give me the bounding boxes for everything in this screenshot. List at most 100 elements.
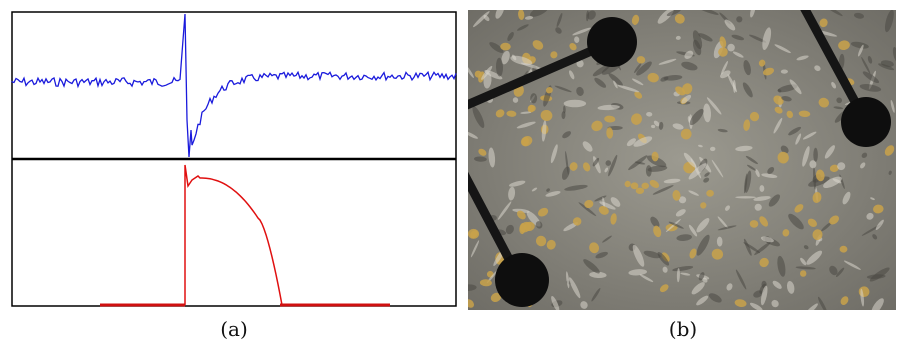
cell: [688, 163, 707, 180]
cell: [837, 162, 846, 171]
cell: [676, 268, 680, 283]
cell: [750, 10, 756, 18]
cell: [470, 240, 480, 258]
cell: [483, 14, 490, 22]
cell: [875, 219, 884, 230]
cell: [583, 259, 600, 274]
cell: [645, 165, 652, 177]
cell: [890, 99, 895, 113]
cell: [703, 103, 712, 123]
cell: [508, 186, 516, 201]
cell: [824, 145, 835, 159]
cell: [788, 213, 804, 230]
cell: [572, 27, 592, 36]
cell: [720, 70, 731, 79]
cell: [780, 145, 789, 154]
cell: [628, 155, 648, 171]
cell: [835, 267, 845, 277]
cell: [478, 148, 487, 156]
cell: [505, 224, 514, 235]
cell: [633, 136, 653, 147]
cell: [796, 55, 809, 61]
cell: [657, 251, 670, 266]
cell: [592, 64, 611, 77]
cell: [734, 299, 747, 307]
cell: [745, 155, 758, 165]
cell: [763, 67, 774, 76]
cell: [710, 146, 716, 152]
cell: [813, 147, 818, 163]
cell: [795, 266, 816, 270]
cell: [497, 201, 512, 220]
cells: [468, 10, 896, 310]
cell: [824, 10, 843, 17]
cell: [880, 60, 894, 67]
cell: [772, 280, 782, 289]
cell: [724, 19, 736, 31]
cell: [517, 24, 529, 31]
cell: [843, 260, 861, 270]
cell: [628, 269, 647, 276]
cell: [636, 61, 652, 76]
cell: [516, 210, 526, 220]
cell: [608, 73, 623, 86]
cell: [767, 167, 775, 174]
cell: [563, 105, 566, 114]
electrode-lead: [468, 37, 614, 110]
cell: [564, 184, 588, 191]
cell: [850, 41, 869, 49]
cell: [833, 106, 844, 110]
cell: [884, 10, 894, 33]
cell: [860, 288, 865, 307]
cell: [798, 110, 811, 118]
cell: [781, 96, 792, 102]
cell: [809, 160, 817, 169]
cell: [530, 93, 538, 104]
cell: [840, 296, 849, 305]
cell: [735, 145, 753, 152]
cell: [597, 104, 620, 111]
cell: [773, 117, 783, 134]
cell: [604, 167, 609, 173]
cell: [777, 151, 789, 164]
cell: [761, 173, 778, 178]
cell: [743, 60, 751, 76]
cell: [743, 238, 752, 256]
cell: [696, 295, 709, 306]
cell: [602, 235, 612, 243]
cell: [563, 99, 587, 108]
cell: [474, 70, 482, 78]
cell: [488, 147, 496, 168]
cell: [574, 36, 580, 43]
cell: [800, 270, 807, 277]
cell: [643, 250, 661, 259]
cell: [711, 248, 724, 260]
cell: [681, 61, 698, 71]
cell: [531, 187, 538, 192]
cell: [802, 146, 810, 167]
cell: [872, 234, 878, 240]
cell: [789, 79, 802, 95]
cell: [676, 234, 692, 241]
cell: [635, 187, 645, 195]
cell: [697, 10, 719, 15]
panel-label: (b): [669, 317, 697, 341]
cell: [888, 170, 892, 175]
cell: [631, 14, 640, 26]
cell: [472, 106, 485, 128]
cell: [873, 204, 884, 214]
electrode: [587, 17, 637, 67]
cell: [668, 221, 684, 229]
cell: [892, 46, 896, 62]
cell: [815, 169, 825, 182]
cell: [468, 284, 477, 292]
cell: [651, 124, 656, 129]
cell: [706, 189, 714, 197]
cell: [812, 192, 822, 203]
cell: [806, 250, 823, 265]
cell: [632, 244, 645, 267]
cell: [658, 58, 677, 65]
cell: [634, 91, 643, 99]
cell: [495, 109, 505, 118]
cell: [578, 202, 597, 217]
